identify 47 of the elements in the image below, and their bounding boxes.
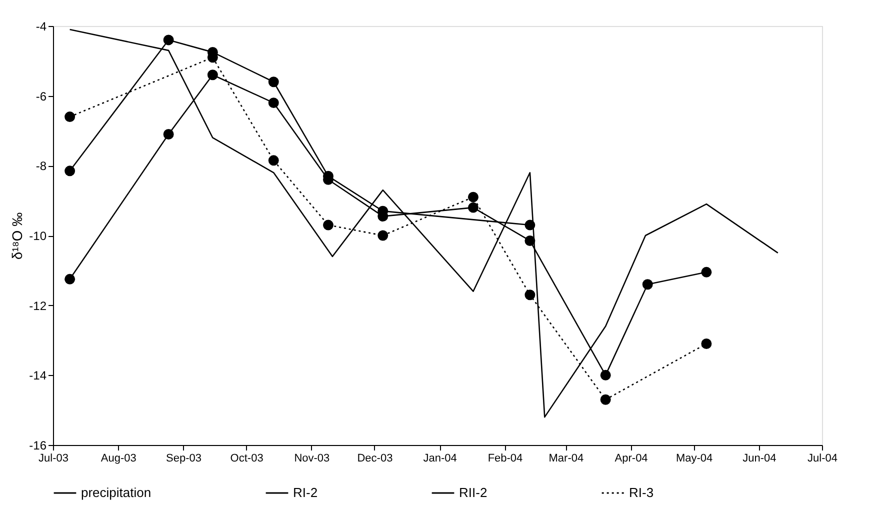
x-tick-label: Nov-03 [294, 452, 330, 464]
x-tick-label: Apr-04 [614, 452, 648, 464]
y-tick-label: -8 [36, 159, 47, 174]
y-tick-label: -6 [36, 89, 47, 104]
x-tick-label: Jul-04 [808, 452, 838, 464]
x-tick-label: Jul-03 [38, 452, 68, 464]
y-tick-label: -14 [29, 368, 47, 383]
point [163, 129, 174, 140]
legend-label: precipitation [81, 485, 152, 500]
point [642, 279, 653, 290]
y-tick-label: -10 [29, 229, 47, 243]
legend-label: RII-2 [459, 485, 488, 500]
x-tick-label: Aug-03 [100, 452, 136, 464]
point [268, 155, 279, 166]
x-tick-label: Mar-04 [548, 452, 584, 464]
line-series [69, 28, 779, 418]
point [64, 166, 76, 176]
legend-label: RI-2 [293, 485, 318, 500]
point [378, 230, 388, 241]
point [701, 338, 712, 349]
point [64, 274, 76, 284]
y-tick-label: -12 [29, 298, 47, 313]
point [524, 236, 536, 246]
y-tick-label: -4 [36, 20, 47, 34]
x-tick-label: Dec-03 [357, 452, 393, 464]
point [163, 34, 174, 46]
point [468, 202, 478, 213]
point [207, 70, 218, 80]
x-tick-label: Jun-04 [742, 452, 776, 464]
y-tick-label: -16 [29, 438, 47, 452]
x-tick-label: Jan-04 [423, 452, 457, 464]
point [600, 370, 611, 380]
point [468, 192, 478, 202]
point [268, 98, 279, 108]
x-tick-label: Feb-04 [488, 452, 523, 464]
point [524, 220, 536, 230]
x-tick-label: May-04 [676, 452, 713, 464]
legend-label: RI-3 [629, 485, 654, 500]
point [701, 266, 712, 278]
point [600, 394, 611, 405]
x-tick-label: Oct-03 [230, 452, 264, 464]
point [64, 112, 76, 122]
point [323, 220, 334, 230]
y-axis-title: δ¹⁸O ‰ [9, 212, 26, 260]
point [524, 290, 536, 300]
point [268, 76, 279, 88]
x-tick-label: Sep-03 [166, 452, 202, 464]
